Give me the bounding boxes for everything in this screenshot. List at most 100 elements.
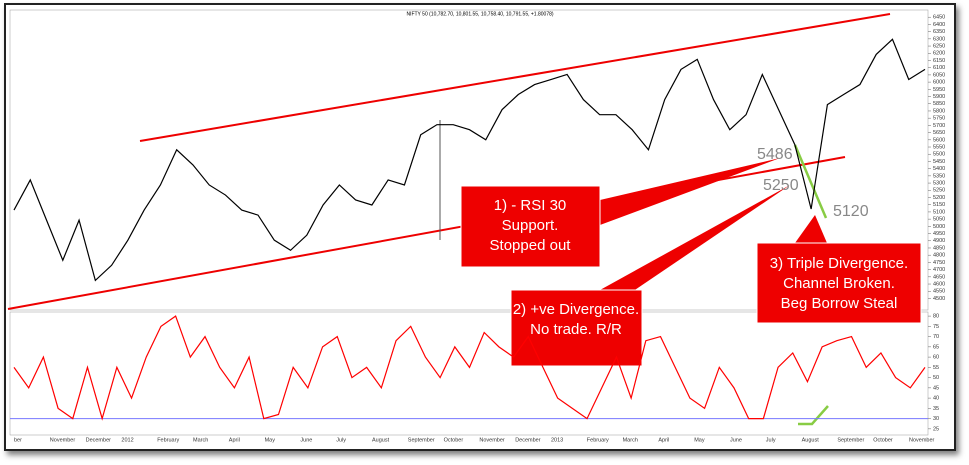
channel-top — [139, 13, 891, 142]
x-tick-label: November — [479, 437, 505, 443]
y-tick-label: 6250 — [933, 44, 945, 50]
callout-text: 3) Triple Divergence. — [770, 255, 908, 272]
x-tick-label: 2012 — [121, 437, 133, 443]
y-tick-label: 5400 — [933, 166, 945, 172]
y-tick-label: 4550 — [933, 289, 945, 295]
pointer — [790, 215, 830, 250]
chart-title: NIFTY 50 (10,782.70, 10,801.55, 10,758.4… — [406, 11, 553, 17]
rsi-panel — [9, 311, 929, 436]
callout-text: Stopped out — [490, 237, 572, 254]
y-tick-label: 55 — [933, 365, 939, 371]
x-tick-label: June — [730, 437, 742, 443]
x-tick-label: September — [837, 437, 864, 443]
callout-text: Support. — [502, 217, 559, 234]
y-tick-label: 6300 — [933, 36, 945, 42]
y-tick-label: 6450 — [933, 15, 945, 21]
y-tick-label: 5950 — [933, 87, 945, 93]
callout-text: 2) +ve Divergence. — [513, 301, 639, 318]
pointer — [600, 185, 790, 300]
x-tick-label: December — [86, 437, 112, 443]
y-tick-label: 6100 — [933, 65, 945, 71]
y-tick-label: 4650 — [933, 274, 945, 280]
y-tick-label: 4800 — [933, 253, 945, 259]
y-tick-label: 6050 — [933, 72, 945, 78]
y-tick-label: 5450 — [933, 159, 945, 165]
y-tick-label: 40 — [933, 396, 939, 402]
y-tick-label: 5500 — [933, 152, 945, 158]
callout-text: Beg Borrow Steal — [781, 295, 898, 312]
y-tick-label: 5000 — [933, 224, 945, 230]
y-tick-label: 4850 — [933, 245, 945, 251]
price-panel — [9, 9, 929, 311]
pointer — [600, 158, 780, 225]
x-tick-label: November — [50, 437, 76, 443]
y-tick-label: 35 — [933, 406, 939, 412]
rsi-divergence-line — [798, 405, 829, 426]
y-tick-label: 45 — [933, 385, 939, 391]
callout-text: Channel Broken. — [783, 275, 895, 292]
y-tick-label: 5050 — [933, 217, 945, 223]
y-tick-label: 65 — [933, 344, 939, 350]
y-tick-label: 5900 — [933, 94, 945, 100]
line — [13, 315, 926, 421]
x-tick-label: 2013 — [551, 437, 563, 443]
x-tick-label: March — [193, 437, 208, 443]
y-tick-label: 5850 — [933, 101, 945, 107]
level-label: 5486 — [757, 146, 793, 163]
divergence-line — [793, 144, 828, 219]
y-tick-label: 4900 — [933, 238, 945, 244]
x-tick-label: February — [157, 437, 179, 443]
y-tick-label: 4750 — [933, 260, 945, 266]
y-tick-label: 4600 — [933, 281, 945, 287]
line — [13, 38, 926, 282]
y-tick-label: 4950 — [933, 231, 945, 237]
y-tick-label: 5300 — [933, 181, 945, 187]
y-tick-label: 70 — [933, 334, 939, 340]
y-tick-label: 5600 — [933, 137, 945, 143]
x-tick-label: August — [802, 437, 820, 443]
y-tick-label: 50 — [933, 375, 939, 381]
x-tick-label: October — [873, 437, 893, 443]
y-tick-label: 6200 — [933, 51, 945, 57]
y-tick-label: 6150 — [933, 58, 945, 64]
level-label: 5120 — [833, 203, 869, 220]
x-tick-label: June — [300, 437, 312, 443]
y-tick-label: 6350 — [933, 29, 945, 35]
x-tick-label: February — [587, 437, 609, 443]
x-tick-label: May — [694, 437, 705, 443]
callout-text: No trade. R/R — [530, 321, 622, 338]
y-tick-label: 5350 — [933, 173, 945, 179]
y-tick-label: 25 — [933, 426, 939, 432]
x-tick-label: December — [515, 437, 541, 443]
x-tick-label: September — [408, 437, 435, 443]
x-tick-label: July — [766, 437, 776, 443]
x-tick-label: October — [444, 437, 464, 443]
x-tick-label: May — [265, 437, 276, 443]
y-tick-label: 5550 — [933, 144, 945, 150]
callout-text: 1) - RSI 30 — [494, 197, 567, 214]
y-tick-label: 5250 — [933, 188, 945, 194]
y-tick-label: 75 — [933, 324, 939, 330]
x-tick-label: August — [372, 437, 390, 443]
y-tick-label: 4700 — [933, 267, 945, 273]
y-tick-label: 5700 — [933, 123, 945, 129]
y-tick-label: 5100 — [933, 209, 945, 215]
y-tick-label: 6400 — [933, 22, 945, 28]
level-label: 5250 — [763, 177, 799, 194]
x-tick-label: November — [909, 437, 935, 443]
callout-box — [460, 185, 601, 268]
y-tick-label: 5750 — [933, 116, 945, 122]
y-tick-label: 5200 — [933, 195, 945, 201]
y-tick-label: 60 — [933, 355, 939, 361]
y-tick-label: 80 — [933, 314, 939, 320]
x-tick-label: ber — [14, 437, 22, 443]
y-tick-label: 5150 — [933, 202, 945, 208]
y-tick-label: 6000 — [933, 80, 945, 86]
x-tick-label: July — [336, 437, 346, 443]
y-tick-label: 5650 — [933, 130, 945, 136]
y-tick-label: 5800 — [933, 108, 945, 114]
callout-box — [510, 289, 643, 367]
y-tick-label: 30 — [933, 416, 939, 422]
x-tick-label: April — [229, 437, 240, 443]
